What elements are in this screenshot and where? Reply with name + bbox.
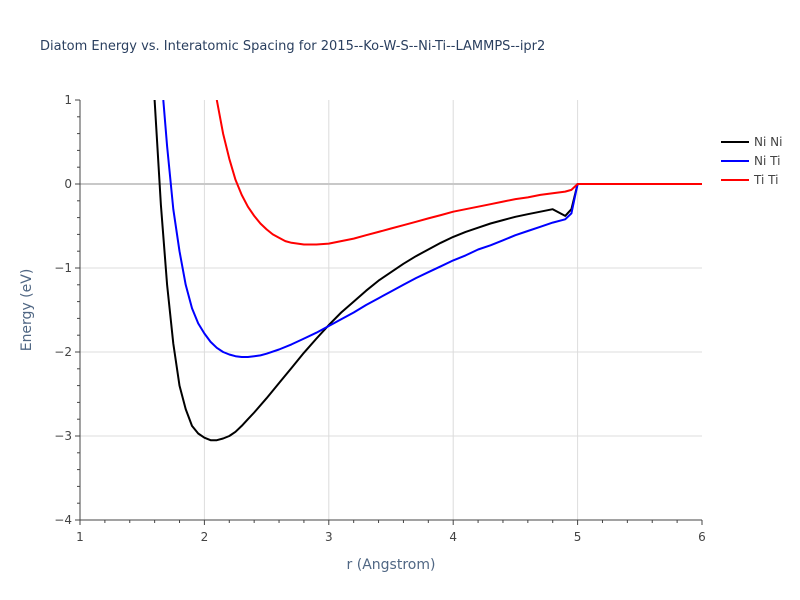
chart-title: Diatom Energy vs. Interatomic Spacing fo… [40, 39, 545, 54]
x-axis-ticks: 1 2 3 4 5 6 [76, 520, 706, 544]
y-tick-label: −1 [54, 261, 72, 275]
x-tick-label: 3 [325, 530, 333, 544]
y-tick-label: 0 [64, 177, 72, 191]
y-tick-label: −4 [54, 513, 72, 527]
x-tick-label: 5 [574, 530, 582, 544]
legend-label-ni-ni: Ni Ni [754, 135, 782, 149]
legend-label-ni-ti: Ni Ti [754, 154, 780, 168]
series-line-ni-ti [162, 100, 702, 358]
legend: Ni Ni Ni Ti Ti Ti [721, 135, 782, 187]
x-tick-label: 4 [449, 530, 457, 544]
x-tick-label: 1 [76, 530, 84, 544]
y-axis-title: Energy (eV) [19, 269, 35, 352]
y-tick-label: −3 [54, 429, 72, 443]
legend-label-ti-ti: Ti Ti [753, 173, 778, 187]
x-tick-label: 2 [201, 530, 209, 544]
gridlines [80, 100, 702, 520]
y-tick-label: 1 [64, 93, 72, 107]
series-lines [153, 100, 702, 442]
series-line-ni-ni [153, 100, 702, 442]
y-axis-ticks: 1 0 −1 −2 −3 −4 [54, 93, 80, 527]
series-line-ti-ti [215, 100, 702, 246]
x-tick-label: 6 [698, 530, 706, 544]
axes [79, 100, 702, 521]
x-axis-title: r (Angstrom) [347, 557, 436, 573]
plot-area [79, 100, 702, 521]
y-tick-label: −2 [54, 345, 72, 359]
